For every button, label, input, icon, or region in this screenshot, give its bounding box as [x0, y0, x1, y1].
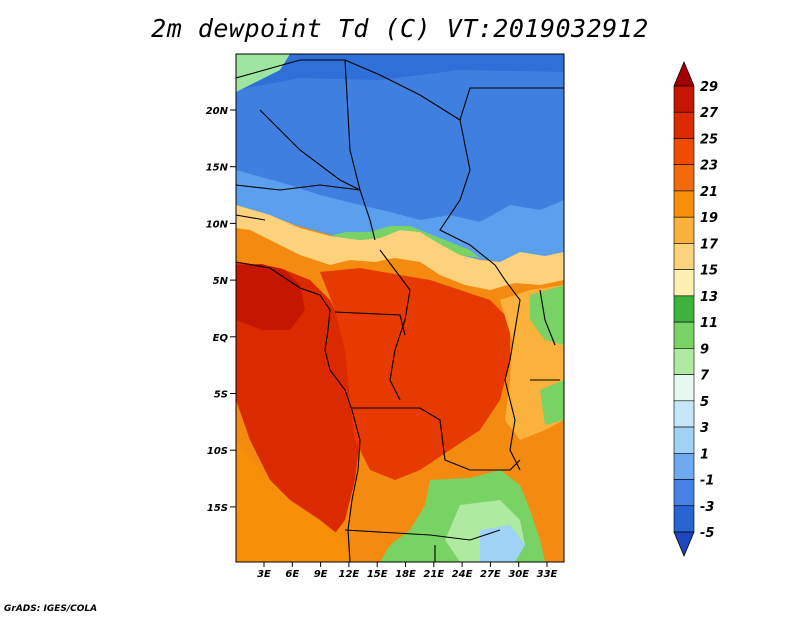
colorbar-label: 21: [700, 185, 718, 200]
colorbar-label: -5: [700, 526, 714, 541]
green-band: [330, 226, 480, 258]
map-frame: [235, 53, 565, 563]
colorbar-label: 13: [700, 290, 718, 305]
south-orange: [236, 440, 350, 562]
map-title: 2m dewpoint Td (C) VT:2019032912: [151, 14, 649, 43]
lat-label: 20N: [206, 106, 229, 117]
lat-label: 5N: [213, 276, 229, 287]
colorbar-swatch: [673, 505, 695, 533]
colorbar-bottom-arrow: [673, 531, 695, 558]
east-green-2: [540, 380, 564, 425]
colorbar-swatch: [673, 348, 695, 375]
lon-label: 24E: [452, 569, 473, 580]
lon-label: 9E: [314, 569, 328, 580]
footer-credit: GrADS: IGES/COLA: [4, 604, 98, 614]
colorbar-label: 1: [700, 447, 709, 462]
colorbar-swatch: [673, 164, 695, 192]
colorbar-label: 5: [700, 395, 709, 410]
colorbar-label: 7: [700, 369, 710, 384]
colorbar-label: 29: [700, 80, 718, 95]
lon-label: 3E: [257, 569, 271, 580]
lon-label: 15E: [367, 569, 388, 580]
lat-label: 15N: [206, 163, 229, 174]
colorbar-swatch: [673, 400, 695, 428]
lat-label: 10S: [207, 446, 228, 457]
lat-label: 5S: [214, 390, 228, 401]
colorbar-label: 27: [700, 106, 719, 121]
colorbar-swatch: [673, 479, 695, 507]
colorbar-swatch: [673, 374, 695, 402]
moist-core-west: [236, 262, 360, 540]
colorbar-swatch: [673, 243, 695, 270]
dewpoint-field: [236, 54, 564, 562]
colorbar-swatch: [673, 138, 695, 166]
colorbar-label: 25: [700, 132, 718, 147]
colorbar: 29 27 25 23 21 19 17 15 13 11 9 7 5 3 1 -1 -3 -5: [673, 60, 719, 558]
colorbar-label: 15: [700, 264, 718, 279]
lat-label: 15S: [207, 503, 228, 514]
lon-label: 30E: [508, 569, 529, 580]
colorbar-label: -3: [700, 500, 714, 515]
transition-band: [236, 205, 564, 290]
country-borders: [236, 59, 564, 562]
lon-label: 12E: [339, 569, 360, 580]
colorbar-swatch: [673, 190, 695, 218]
lon-label: 18E: [395, 569, 416, 580]
colorbar-label: 11: [700, 316, 718, 331]
lat-label: EQ: [213, 333, 229, 344]
colorbar-top-arrow: [673, 60, 695, 87]
lat-label: 10N: [206, 219, 229, 230]
colorbar-swatch: [673, 426, 695, 454]
colorbar-swatch: [673, 85, 695, 113]
colorbar-swatch: [673, 295, 695, 323]
colorbar-label: 3: [700, 421, 709, 436]
colorbar-swatch: [673, 452, 695, 480]
colorbar-swatch: [673, 321, 695, 349]
dry-region-lightblue: [236, 170, 564, 262]
green-band-top: [236, 54, 290, 92]
colorbar-label: 9: [700, 342, 709, 357]
lon-label: 33E: [537, 569, 558, 580]
lon-label: 21E: [423, 569, 444, 580]
southeast-blue: [480, 525, 525, 562]
colorbar-label: 19: [700, 211, 718, 226]
colorbar-label: 17: [700, 237, 719, 252]
colorbar-label: 23: [700, 159, 718, 174]
east-green: [530, 285, 564, 345]
moist-max: [236, 264, 305, 330]
colorbar-swatch: [673, 111, 695, 139]
latitude-axis: 20N 15N 10N 5N EQ 5S 10S 15S: [206, 106, 236, 514]
lon-label: 27E: [480, 569, 501, 580]
lon-label: 6E: [285, 569, 299, 580]
colorbar-swatch: [673, 269, 695, 297]
moist-core-central: [320, 268, 510, 480]
longitude-axis: 3E 6E 9E 12E 15E 18E 21E 24E 27E 30E 33E: [257, 562, 558, 580]
colorbar-label: -1: [700, 474, 714, 489]
dry-region-top: [236, 54, 564, 90]
colorbar-swatch: [673, 216, 695, 244]
